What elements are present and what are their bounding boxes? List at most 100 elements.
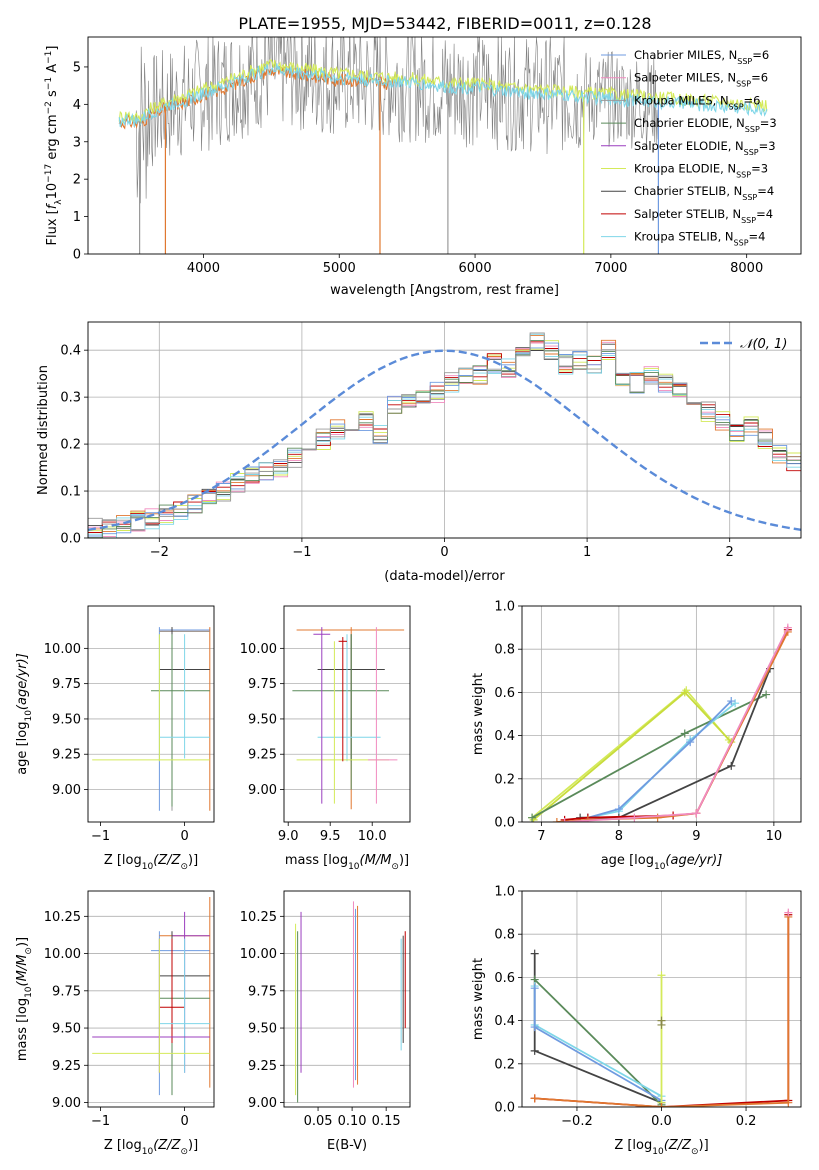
y-tick-label: 0.0 [494,816,515,831]
mass_vs_ebv-marks [295,901,406,1103]
y-tick-label: 9.75 [248,984,277,999]
label-part: 10 [348,862,360,872]
y-tick-label: 1 [73,210,81,225]
x-tick-label: 7000 [594,261,627,276]
marker-plus [657,1103,666,1107]
residuals-frame [87,321,802,539]
gaussian-curve [88,349,801,531]
x-tick-label: −0.2 [561,1114,593,1129]
x-tick-label: 9 [692,829,700,844]
legend-label-val: =6 [744,93,761,107]
legend-label-val: =3 [760,116,777,130]
y-tick-label: 9.00 [52,783,81,798]
y-tick-label: 9.25 [52,748,81,763]
y-tick-label: 0.3 [60,391,81,406]
y-tick-label: 0.4 [60,344,81,359]
age_vs_Z-frame [87,605,215,823]
marker-plus [560,818,569,822]
marker-plus [784,908,793,917]
model-spectrum-line [118,63,768,128]
label-part: )] [188,1138,198,1153]
massweight_vs_age-axes: 7 8 9 10 0.0 0.2 0.4 0.6 0.8 1.0 [494,600,801,844]
label-part: )] [188,853,198,868]
weight-series-line [564,627,789,822]
age_vs_mass-axes: 9.0 9.5 10.0 9.00 9.25 9.50 9.75 10.00 [240,642,410,844]
marker-plus [630,813,639,822]
weight-series-line [531,693,767,819]
massweight_vs_age-frame [521,605,802,823]
legend-label-val: =6 [751,71,768,85]
legend-label-text: Chabrier STELIB, N [634,184,742,198]
figure-title: PLATE=1955, MJD=53442, FIBERID=0011, z=0… [238,14,651,33]
x-tick-label: 0.10 [338,1114,367,1129]
legend-label-sub: SSP [734,238,749,247]
spectrum-traces [118,37,768,254]
y-tick-label: 0.8 [494,643,515,658]
legend-label-sub: SSP [742,193,757,202]
y-tick-label: 0.6 [494,971,515,986]
massweight_vs_Z-axes: −0.2 0.0 0.2 0.0 0.2 0.4 0.6 0.8 1.0 [494,885,801,1129]
label-part: mass [log [285,853,348,868]
legend-label-text: Salpeter STELIB, N [634,207,741,221]
label-part: ⊙ [180,862,188,872]
x-tick-label: 0 [180,829,188,844]
label-part: ⊙ [691,1147,699,1157]
y-tick-label: 5 [73,60,81,75]
y-tick-label: 10.25 [240,910,277,925]
legend-label-text: Kroupa STELIB, N [634,230,734,244]
legend-label-sub: SSP [741,215,756,224]
x-tick-label: 2 [726,545,734,560]
label-part: −1 [44,77,54,90]
massweight_vs_age-ylabel: mass weight [471,673,486,755]
mass_vs_Z-frame [87,890,215,1108]
marker-plus [653,813,662,822]
legend-label-val: =4 [749,230,766,244]
x-tick-label: 8 [615,829,623,844]
marker-plus [530,984,539,993]
label-part: ⊙ [180,1147,188,1157]
y-tick-label: 9.50 [248,712,277,727]
legend-label: Salpeter STELIB, NSSP=4 [634,207,773,225]
legend-label: Kroupa ELODIE, NSSP=3 [634,162,768,180]
histogram-steps [88,332,801,538]
legend-label: Salpeter MILES, NSSP=6 [634,71,768,89]
y-tick-label: 0.2 [60,438,81,453]
y-tick-label: 9.50 [52,712,81,727]
spectrum-frame [87,36,802,255]
age_vs_mass-frame [283,605,411,823]
y-tick-label: 10.00 [44,642,81,657]
weight-series-line [534,916,790,1107]
label-part: Z [log [614,1138,652,1153]
y-tick-label: 0.0 [60,532,81,547]
y-tick-label: 9.75 [248,677,277,692]
label-part: λ [54,199,64,205]
legend-label-text: Chabrier ELODIE, N [634,116,745,130]
label-part: )] [399,853,409,868]
marker-plus [762,690,771,699]
y-tick-label: 10.25 [44,910,81,925]
y-tick-label: 10.00 [240,947,277,962]
label-part: −1 [44,51,54,64]
massweight_vs_age-xlabel: age [log10(age/yr)] [601,853,723,872]
age_vs_mass-marks [292,627,405,810]
mass_vs_ebv-axes: 0.05 0.10 0.15 9.00 9.25 9.50 9.75 10.00 10.25 [240,910,410,1129]
gaussian-legend-label: 𝒩(0, 1) [740,337,787,352]
label-part: erg cm [45,114,60,163]
y-tick-label: 10.00 [240,642,277,657]
legend-label-text: Kroupa ELODIE, N [634,162,736,176]
marker-plus [614,805,623,814]
x-tick-label: 10.0 [358,829,387,844]
marker-plus [686,738,695,747]
mass_vs_Z-xlabel: Z [log10(Z/Z⊙)] [104,1138,198,1157]
label-part: 10 [654,862,666,872]
y-tick-label: 0.8 [494,928,515,943]
y-tick-label: 9.50 [52,1022,81,1037]
y-tick-label: 1.0 [494,600,515,615]
legend-label: Chabrier STELIB, NSSP=4 [634,184,774,202]
label-part: 10 [652,1147,664,1157]
label-part: (age/yr)] [665,853,722,868]
residuals-ylabel: Normed distribution [36,365,51,495]
y-tick-label: 9.00 [248,1096,277,1111]
label-part: age [log [15,722,30,775]
marker-plus [783,623,792,632]
